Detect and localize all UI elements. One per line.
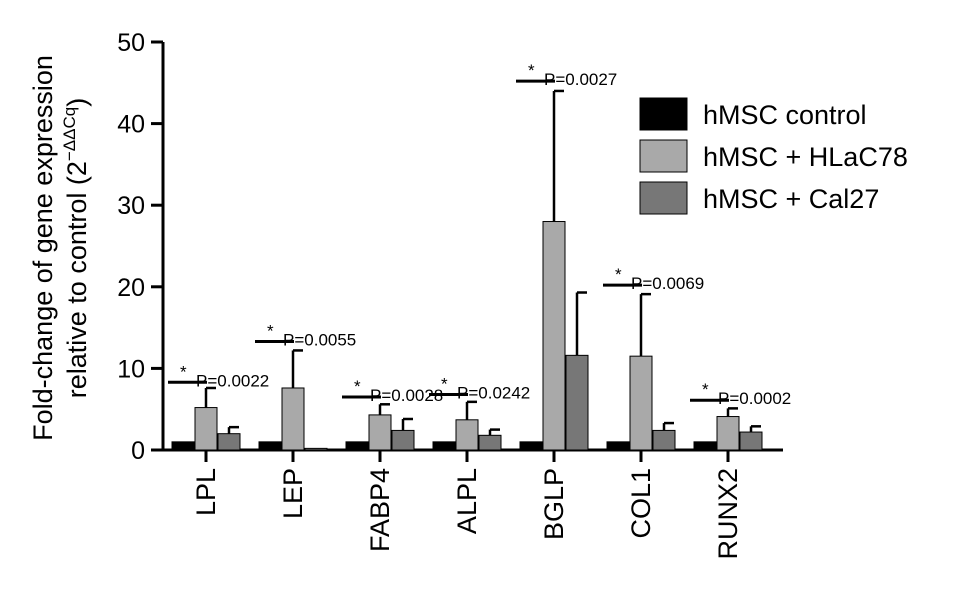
bar [304, 447, 328, 451]
y-tick-label: 30 [117, 192, 145, 220]
bar [606, 441, 630, 451]
bar [171, 441, 195, 451]
p-value-label: P=0.0027 [544, 70, 617, 89]
y-axis-title-close: ) [62, 98, 92, 107]
p-value-label: P=0.0055 [283, 330, 356, 349]
y-axis-title-line1: Fold-change of gene expression [28, 55, 58, 441]
p-value-label: P=0.0069 [631, 274, 704, 293]
y-axis-title-line2-text: relative to control (2 [62, 161, 92, 398]
significance-star: * [354, 377, 361, 396]
bar [281, 387, 305, 451]
bar [716, 416, 740, 451]
bar [217, 433, 241, 451]
y-tick-label: 50 [117, 29, 145, 57]
bar [391, 429, 415, 451]
x-tick-label: COL1 [626, 468, 656, 539]
y-tick-label: 0 [131, 437, 145, 465]
legend-label: hMSC + HLaC78 [703, 142, 908, 172]
legend-label: hMSC + Cal27 [703, 184, 879, 214]
bar [258, 441, 282, 451]
significance-star: * [702, 380, 709, 399]
y-tick-label: 40 [117, 111, 145, 139]
bar [368, 414, 392, 451]
bar [652, 429, 676, 451]
legend-label: hMSC control [703, 100, 867, 130]
significance-annotations: * P=0.0022* P=0.0055* P=0.0028* P=0.0242* P=0… [168, 61, 791, 408]
bar [693, 441, 717, 451]
p-value-label: P=0.0242 [457, 384, 530, 403]
bar [565, 354, 589, 451]
x-tick-label: LEP [278, 468, 308, 519]
legend-swatch [639, 139, 688, 173]
bar [629, 355, 653, 451]
bar [194, 407, 218, 451]
bar [345, 441, 369, 451]
bars [171, 89, 763, 451]
y-axis-title-superscript: −ΔΔCq [60, 107, 79, 161]
x-tick-label: ALPL [452, 468, 482, 534]
x-tick-label: RUNX2 [713, 468, 743, 560]
p-value-label: P=0.0022 [196, 371, 269, 390]
significance-star: * [528, 61, 535, 80]
x-tick-label: LPL [191, 468, 221, 516]
bar [519, 441, 543, 451]
p-value-label: P=0.0028 [370, 386, 443, 405]
bar [739, 431, 763, 451]
bar [542, 221, 566, 451]
significance-star: * [615, 265, 622, 284]
y-axis-title-line2: relative to control (2−ΔΔCq) [60, 98, 92, 398]
legend: hMSC control hMSC + HLaC78 hMSC + Cal27 [639, 97, 908, 215]
bar [432, 441, 456, 451]
legend-swatch [639, 181, 688, 215]
bar [478, 434, 502, 451]
y-tick-label: 20 [117, 274, 145, 302]
y-tick-label: 10 [117, 355, 145, 383]
significance-star: * [180, 362, 187, 381]
p-value-label: P=0.0002 [718, 389, 791, 408]
bar [455, 419, 479, 451]
legend-swatch [639, 97, 688, 131]
significance-star: * [267, 321, 274, 340]
x-tick-label: FABP4 [365, 468, 395, 552]
y-axis-title: Fold-change of gene expression relative … [28, 55, 92, 441]
x-tick-label: BGLP [539, 468, 569, 540]
significance-star: * [441, 375, 448, 394]
axes: 0 10 20 30 40 50 LPL LEP FABP4 ALPL BGLP COL1 RUNX2 [117, 29, 783, 560]
